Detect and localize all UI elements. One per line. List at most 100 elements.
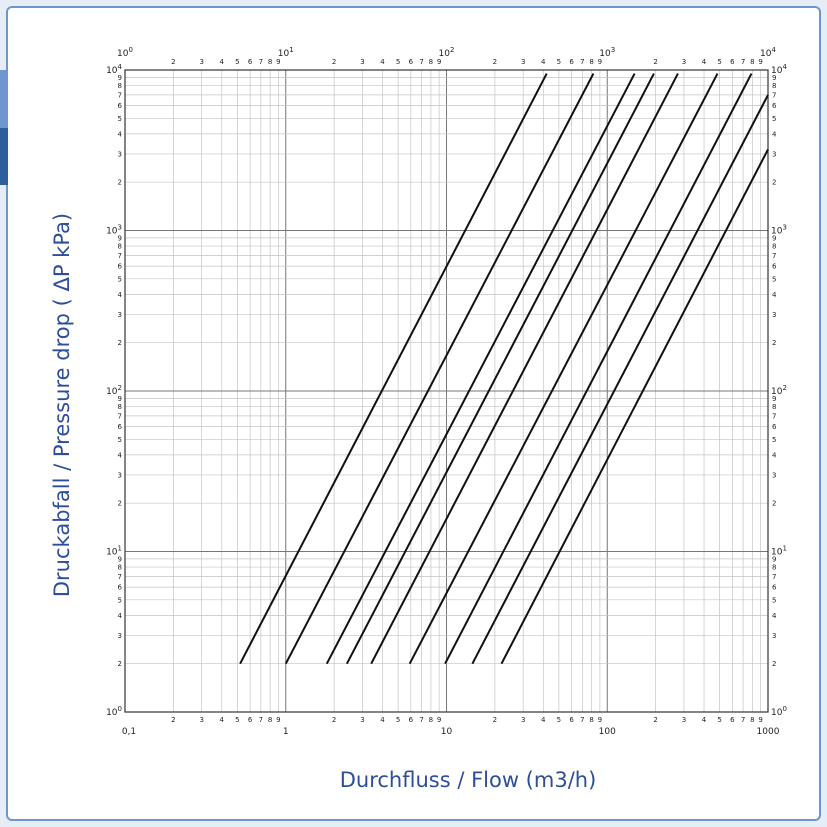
x-bottom-minor-label: 6 (569, 716, 574, 724)
x-bottom-minor-label: 3 (521, 716, 525, 724)
y-left-minor-label: 3 (118, 632, 122, 640)
y-right-minor-label: 3 (772, 150, 776, 158)
x-bottom-minor-label: 8 (750, 716, 754, 724)
series-line-3 (325, 73, 636, 665)
series-line-1 (239, 73, 548, 665)
y-left-minor-label: 7 (118, 412, 122, 420)
y-right-decade-label: 102 (771, 384, 787, 397)
x-top-minor-label: 6 (409, 58, 414, 66)
x-top-minor-label: 9 (276, 58, 280, 66)
y-right-minor-label: 2 (772, 339, 776, 347)
x-top-minor-label: 4 (220, 58, 225, 66)
y-right-decade-label: 100 (771, 705, 787, 718)
y-right-decade-label: 101 (771, 545, 787, 558)
y-left-decade-label: 104 (106, 63, 122, 76)
y-right-minor-label: 2 (772, 500, 776, 508)
x-top-minor-label: 6 (730, 58, 735, 66)
y-right-minor-label: 4 (772, 451, 777, 459)
y-right-minor-label: 9 (772, 395, 776, 403)
y-right-minor-label: 6 (772, 423, 777, 431)
x-bottom-minor-label: 5 (717, 716, 721, 724)
series-line-9 (500, 148, 769, 665)
x-top-minor-label: 6 (569, 58, 574, 66)
y-right-minor-label: 3 (772, 471, 776, 479)
x-bottom-minor-label: 6 (248, 716, 253, 724)
y-right-minor-label: 7 (772, 573, 776, 581)
grid-lines (124, 69, 769, 713)
y-left-minor-label: 3 (118, 150, 122, 158)
y-right-minor-label: 4 (772, 130, 777, 138)
y-left-minor-label: 4 (118, 451, 123, 459)
y-left-minor-label: 8 (118, 82, 122, 90)
y-left-minor-label: 4 (118, 612, 123, 620)
x-bottom-tick-label: 10 (441, 727, 453, 737)
x-top-minor-label: 5 (717, 58, 721, 66)
x-bottom-minor-label: 8 (589, 716, 593, 724)
x-bottom-minor-label: 9 (598, 716, 602, 724)
y-right-minor-label: 8 (772, 82, 776, 90)
y-left-minor-label: 7 (118, 573, 122, 581)
x-top-minor-label: 2 (171, 58, 175, 66)
y-right-minor-label: 8 (772, 564, 776, 572)
x-bottom-minor-label: 8 (429, 716, 433, 724)
y-right-minor-label: 7 (772, 91, 776, 99)
x-top-decade-label: 101 (278, 46, 294, 59)
plot-border (124, 69, 769, 713)
side-tab-light (0, 70, 8, 185)
x-top-minor-label: 2 (653, 58, 657, 66)
x-bottom-tick-label: 100 (599, 727, 616, 737)
series-line-2 (284, 73, 595, 665)
x-top-minor-label: 2 (332, 58, 336, 66)
y-right-minor-label: 6 (772, 263, 777, 271)
y-left-decade-label: 100 (106, 705, 122, 718)
y-right-decade-label: 103 (771, 224, 787, 237)
x-top-minor-label: 7 (259, 58, 263, 66)
y-left-minor-label: 4 (118, 130, 123, 138)
x-bottom-minor-label: 4 (541, 716, 546, 724)
y-left-minor-label: 2 (118, 500, 122, 508)
x-bottom-minor-label: 9 (758, 716, 762, 724)
chart-frame (6, 6, 821, 821)
x-bottom-minor-label: 3 (360, 716, 364, 724)
x-axis-label: Durchfluss / Flow (m3/h) (339, 768, 597, 792)
x-top-minor-label: 5 (235, 58, 239, 66)
x-top-decade-label: 104 (760, 46, 776, 59)
y-left-minor-label: 8 (118, 564, 122, 572)
y-left-minor-label: 3 (118, 471, 122, 479)
x-bottom-minor-label: 6 (730, 716, 735, 724)
x-top-minor-label: 3 (360, 58, 364, 66)
x-top-minor-label: 8 (589, 58, 593, 66)
y-left-minor-label: 6 (118, 584, 123, 592)
y-left-minor-label: 5 (118, 436, 122, 444)
x-top-minor-label: 8 (429, 58, 433, 66)
y-axis-label: Druckabfall / Pressure drop ( ΔP kPa) (50, 212, 74, 598)
x-top-decade-label: 102 (439, 46, 455, 59)
x-bottom-tick-label: 1 (283, 727, 289, 737)
x-bottom-minor-label: 2 (171, 716, 175, 724)
y-right-minor-label: 5 (772, 115, 776, 123)
series-line-6 (408, 73, 719, 665)
y-right-minor-label: 5 (772, 436, 776, 444)
y-left-minor-label: 5 (118, 596, 122, 604)
x-top-minor-label: 5 (396, 58, 400, 66)
x-bottom-minor-label: 7 (580, 716, 584, 724)
series-line-4 (346, 73, 655, 665)
y-right-minor-label: 9 (772, 234, 776, 242)
y-right-decade-label: 104 (771, 63, 787, 76)
x-top-minor-label: 3 (199, 58, 203, 66)
x-bottom-minor-label: 2 (332, 716, 336, 724)
y-right-minor-label: 8 (772, 243, 776, 251)
y-right-minor-label: 2 (772, 179, 776, 187)
x-bottom-minor-label: 5 (557, 716, 561, 724)
y-right-minor-label: 3 (772, 632, 776, 640)
x-bottom-tick-label: 0,1 (122, 727, 136, 737)
y-right-minor-label: 6 (772, 584, 777, 592)
y-right-minor-label: 7 (772, 252, 776, 260)
y-left-minor-label: 6 (118, 423, 123, 431)
x-bottom-minor-label: 4 (380, 716, 385, 724)
x-top-decade-label: 103 (599, 46, 615, 59)
y-left-minor-label: 2 (118, 339, 122, 347)
x-bottom-minor-label: 9 (437, 716, 441, 724)
